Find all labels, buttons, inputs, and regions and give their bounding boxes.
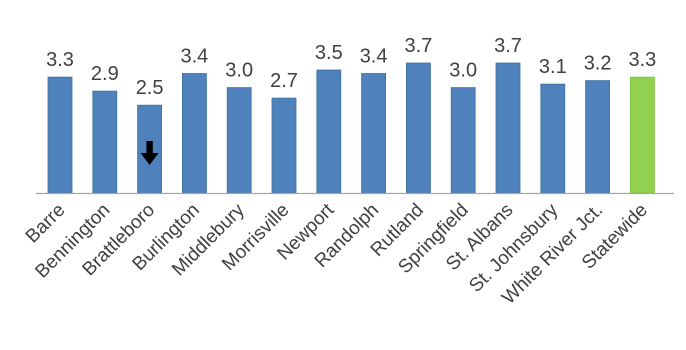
- down-arrow-icon: [140, 141, 159, 165]
- bar-randolph: [361, 73, 387, 194]
- value-label-st-johnsbury: 3.1: [539, 56, 567, 78]
- value-label-st-albans: 3.7: [494, 35, 522, 57]
- bar-st-albans: [495, 62, 521, 194]
- bar-statewide: [630, 76, 655, 194]
- value-label-newport: 3.5: [315, 42, 343, 64]
- bars-layer: [47, 62, 655, 194]
- value-label-morrisville: 2.7: [270, 70, 298, 92]
- value-label-rutland: 3.7: [404, 35, 432, 57]
- bar-middlebury: [226, 87, 252, 194]
- value-label-springfield: 3.0: [449, 60, 477, 82]
- value-label-bennington: 2.9: [91, 63, 119, 85]
- bar-springfield: [450, 87, 476, 194]
- bar-barre: [47, 76, 73, 194]
- value-label-burlington: 3.4: [180, 46, 208, 68]
- value-label-middlebury: 3.0: [225, 60, 253, 82]
- bar-newport: [316, 69, 342, 194]
- annotation-layer: [140, 141, 159, 165]
- value-labels-layer: 3.3 2.9 2.5 3.4 3.0 2.7 3.5 3.4 3.7 3.0 3.7 3.1 3.2 3…: [46, 35, 656, 99]
- value-label-barre: 3.3: [46, 49, 74, 71]
- value-label-randolph: 3.4: [360, 46, 388, 68]
- value-label-brattleboro: 2.5: [136, 77, 164, 99]
- bar-rutland: [405, 62, 431, 194]
- bar-st-johnsbury: [540, 83, 566, 194]
- bar-burlington: [181, 73, 207, 194]
- bar-morrisville: [271, 97, 297, 194]
- bar-white-river-jct: [585, 80, 610, 194]
- value-label-white-river-jct: 3.2: [584, 53, 612, 75]
- bar-bennington: [92, 90, 118, 194]
- value-label-statewide: 3.3: [628, 49, 656, 71]
- x-tick-labels: BarreBenningtonBrattleboroBurlingtonMidd…: [22, 199, 652, 308]
